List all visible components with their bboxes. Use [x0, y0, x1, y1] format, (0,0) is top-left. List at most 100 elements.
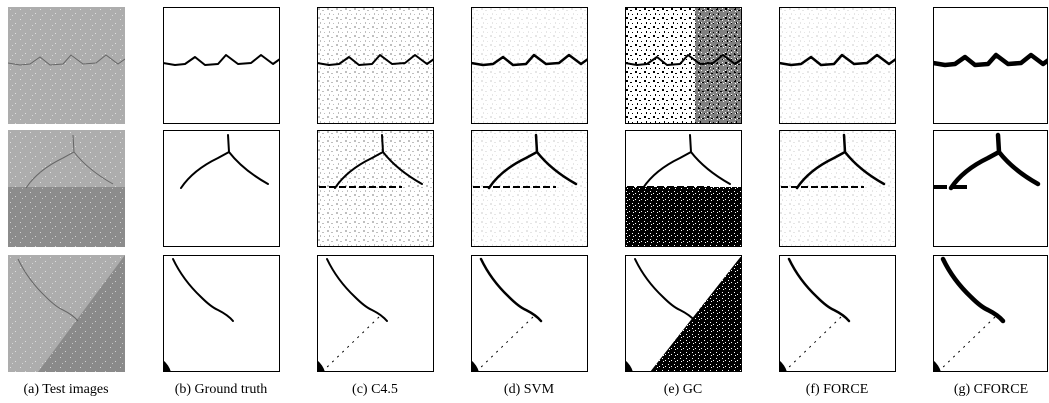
caption: (b) Ground truth: [175, 382, 268, 397]
panel-border: [163, 7, 280, 124]
corner-blob: [163, 360, 171, 372]
panel: [933, 255, 1048, 372]
panel-content: [317, 130, 434, 247]
panel-border: [933, 130, 1048, 247]
mask-bg: [163, 7, 280, 124]
caption: (c) C4.5: [352, 382, 398, 397]
crack: [17, 258, 79, 322]
noise: [317, 130, 434, 247]
caption: (d) SVM: [504, 382, 555, 397]
panel: [163, 130, 280, 247]
crack: [317, 54, 434, 66]
noise: [695, 7, 742, 124]
caption: (a) Test images: [23, 382, 108, 397]
photo-grain: [8, 130, 125, 247]
crack: [933, 52, 1048, 68]
crack: [334, 134, 423, 189]
crack: [634, 258, 696, 322]
panel-content: [933, 130, 1048, 247]
crack: [8, 54, 125, 66]
panel-content: [471, 7, 588, 124]
panel: [779, 7, 896, 124]
photo-grain: [8, 255, 125, 372]
panel-border: [625, 7, 742, 124]
crack: [795, 133, 886, 190]
panel: [317, 7, 434, 124]
noise: [625, 187, 742, 247]
corner-blob: [471, 360, 479, 372]
panel-content: [8, 130, 125, 247]
panel-content: [625, 130, 742, 247]
panel-content: [163, 255, 280, 372]
mask-bg: [163, 130, 280, 247]
panel: [625, 255, 742, 372]
photo-grain: [8, 7, 125, 124]
crack: [326, 258, 388, 322]
panel: [471, 130, 588, 247]
panel-content: [625, 255, 742, 372]
panel: [933, 130, 1048, 247]
crack: [625, 54, 742, 66]
crack: [487, 133, 578, 190]
panel: [317, 130, 434, 247]
noise: [317, 7, 434, 124]
panel-content: [779, 7, 896, 124]
crack: [948, 132, 1041, 191]
panel: [8, 130, 125, 247]
panel: [317, 255, 434, 372]
panel: [625, 130, 742, 247]
panel-content: [779, 130, 896, 247]
panel: [163, 7, 280, 124]
panel-content: [163, 7, 280, 124]
panel-border: [471, 255, 588, 372]
panel: [779, 255, 896, 372]
panel-content: [163, 130, 280, 247]
panel-border: [933, 7, 1048, 124]
noise: [471, 130, 588, 247]
panel: [471, 255, 588, 372]
panel-border: [933, 255, 1048, 372]
panel-border: [163, 255, 280, 372]
panel-content: [471, 130, 588, 247]
panel: [625, 7, 742, 124]
panel-border: [471, 7, 588, 124]
crack: [479, 257, 543, 323]
crack: [471, 53, 588, 67]
corner-blob: [317, 360, 325, 372]
corner-blob: [933, 360, 941, 372]
panel-grid: [8, 7, 1048, 372]
crack: [787, 257, 851, 323]
caption: (f) FORCE: [806, 382, 869, 397]
captions: (a) Test images (b) Ground truth (c) C4.5 (…: [23, 382, 1028, 397]
crack: [163, 54, 280, 66]
panel-border: [317, 255, 434, 372]
panel-content: [8, 7, 125, 124]
panel: [8, 7, 125, 124]
panel: [471, 7, 588, 124]
panel-content: [8, 255, 125, 372]
crack: [25, 134, 114, 189]
panel-content: [779, 255, 896, 372]
panel-border: [163, 130, 280, 247]
panel-content: [933, 7, 1048, 124]
corner-blob: [779, 360, 787, 372]
panel-border: [317, 7, 434, 124]
panel-content: [933, 255, 1048, 372]
noise: [779, 130, 896, 247]
panel-content: [471, 255, 588, 372]
panel-content: [625, 7, 742, 124]
panel: [779, 130, 896, 247]
panel: [163, 255, 280, 372]
panel-border: [625, 255, 742, 372]
panel-border: [779, 255, 896, 372]
panel: [933, 7, 1048, 124]
panel-content: [317, 7, 434, 124]
caption: (g) CFORCE: [954, 382, 1028, 397]
panel-border: [471, 130, 588, 247]
caption: (e) GC: [664, 382, 703, 397]
crack: [940, 256, 1006, 324]
crack: [172, 258, 234, 322]
crack: [642, 134, 731, 189]
